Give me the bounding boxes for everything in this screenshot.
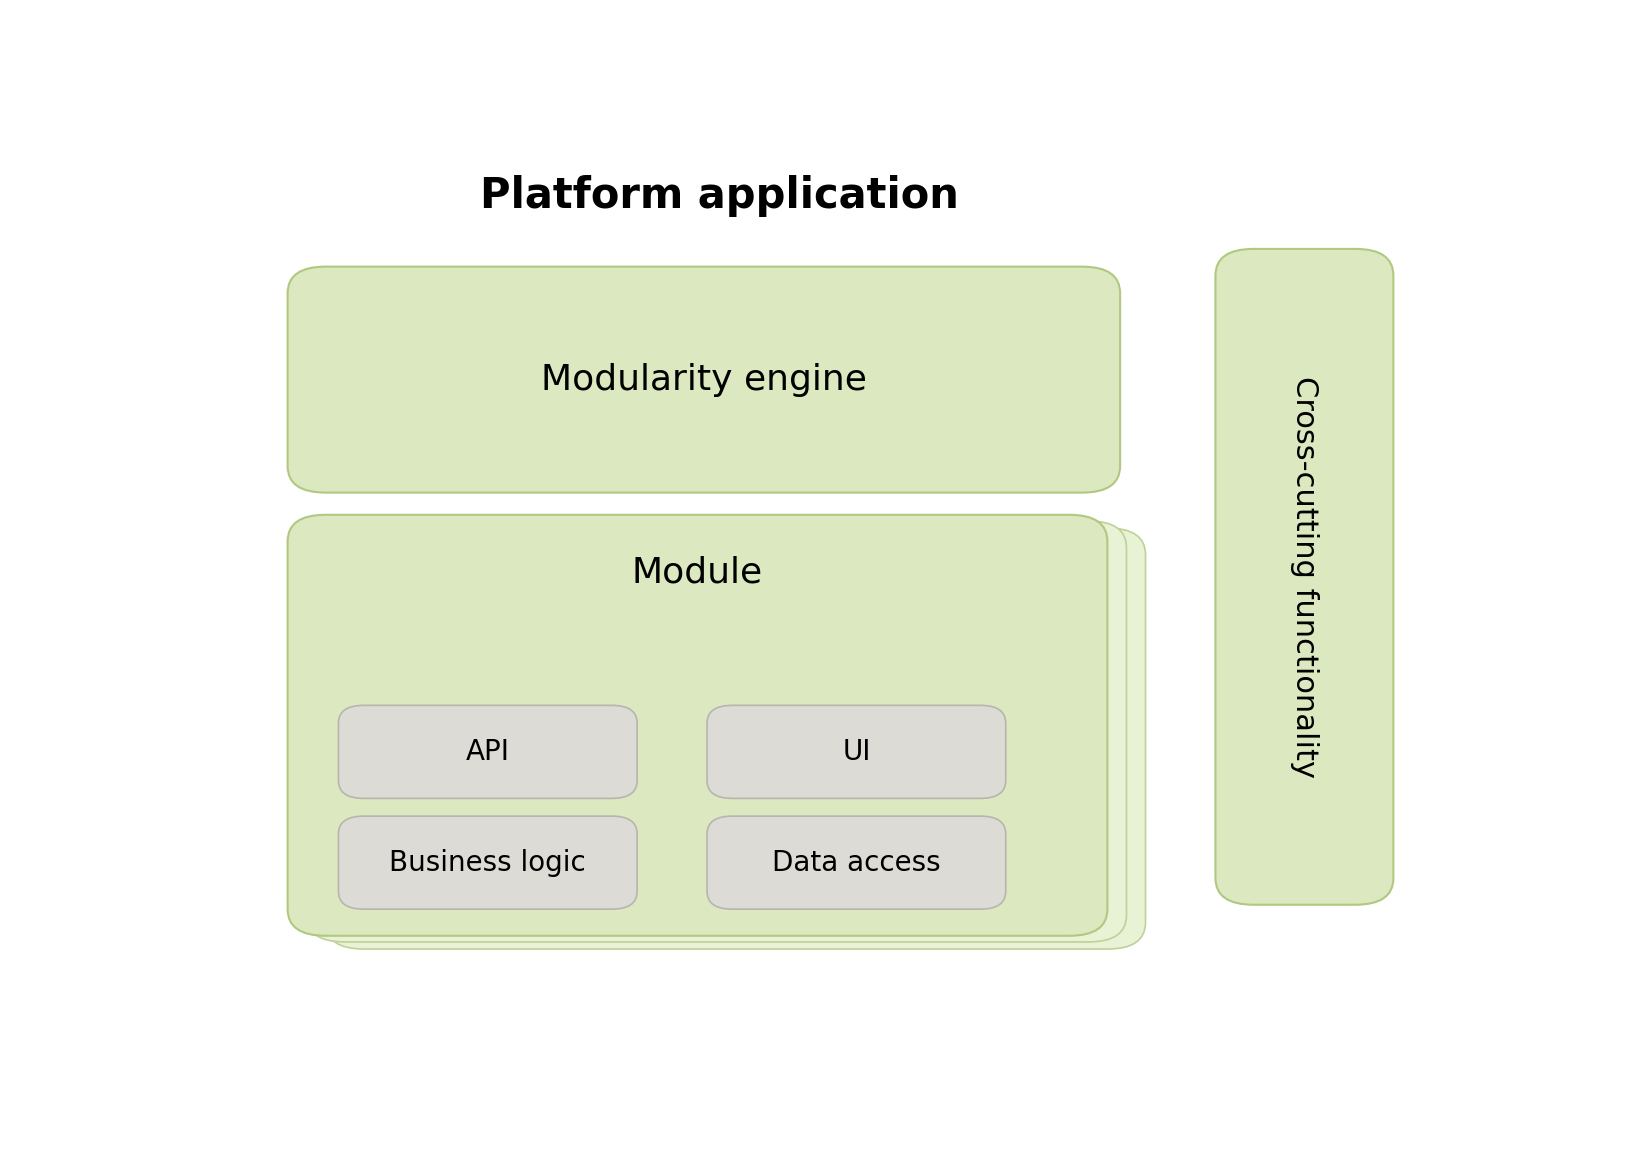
Text: Business logic: Business logic	[388, 848, 585, 877]
FancyBboxPatch shape	[706, 816, 1005, 909]
Text: Module: Module	[631, 556, 762, 589]
Text: API: API	[465, 738, 510, 765]
FancyBboxPatch shape	[338, 706, 636, 799]
Text: Cross-cutting functionality: Cross-cutting functionality	[1290, 376, 1318, 778]
FancyBboxPatch shape	[338, 816, 636, 909]
FancyBboxPatch shape	[287, 514, 1106, 936]
FancyBboxPatch shape	[1214, 249, 1393, 905]
Text: Data access: Data access	[772, 848, 941, 877]
Text: UI: UI	[841, 738, 870, 765]
FancyBboxPatch shape	[706, 706, 1005, 799]
FancyBboxPatch shape	[287, 267, 1119, 493]
Text: Platform application: Platform application	[480, 175, 959, 216]
Text: Modularity engine: Modularity engine	[541, 363, 867, 397]
FancyBboxPatch shape	[306, 521, 1126, 942]
FancyBboxPatch shape	[326, 528, 1144, 950]
